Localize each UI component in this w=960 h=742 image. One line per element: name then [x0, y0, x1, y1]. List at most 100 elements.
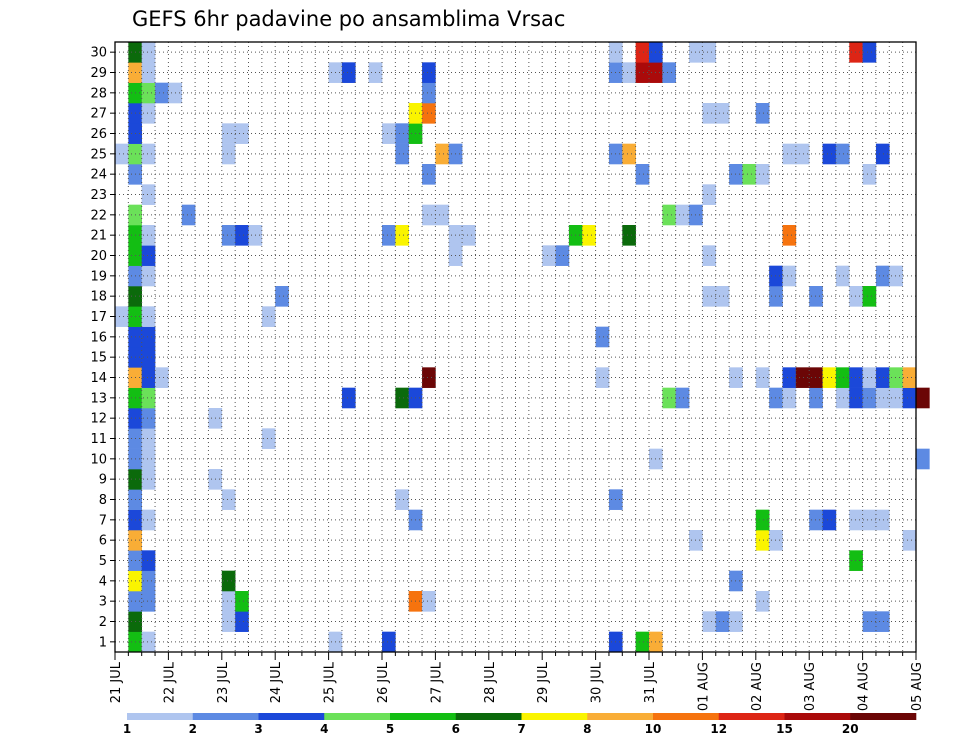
heatmap-cell: [782, 265, 797, 287]
heatmap-cell: [141, 387, 156, 409]
heatmap-cell: [835, 387, 850, 409]
heatmap-cell: [715, 103, 730, 124]
heatmap-cell: [862, 286, 877, 307]
heatmap-cell: [835, 143, 850, 165]
heatmap-cell: [395, 489, 409, 510]
heatmap-cell: [341, 62, 356, 83]
heatmap-cell: [141, 184, 156, 205]
heatmap-cell: [635, 42, 650, 63]
heatmap-cell: [782, 143, 797, 165]
heatmap-cell: [675, 387, 690, 409]
y-tick-label: 17: [90, 310, 107, 325]
heatmap-cell: [849, 286, 863, 307]
heatmap-cell: [462, 225, 476, 246]
heatmap-cell: [155, 82, 169, 104]
x-tick-label: 05 AUG: [910, 662, 925, 711]
plot-grid: [115, 42, 916, 652]
heatmap-cell: [795, 367, 810, 388]
x-tick-label: 22 JUL: [162, 661, 177, 703]
y-tick-label: 9: [99, 473, 107, 488]
heatmap-cell: [702, 103, 717, 124]
heatmap-cell: [275, 286, 289, 307]
y-tick-label: 13: [90, 391, 107, 406]
heatmap-cell: [141, 631, 156, 653]
heatmap-cell: [141, 347, 156, 368]
heatmap-cell: [115, 143, 129, 165]
heatmap-cell: [141, 225, 156, 246]
legend-color-swatch: [390, 713, 457, 720]
heatmap-cell: [875, 387, 890, 409]
heatmap-cell: [141, 591, 156, 612]
x-tick-label: 28 JUL: [483, 661, 498, 703]
heatmap-cell: [141, 42, 156, 63]
y-tick-label: 8: [99, 493, 107, 508]
heatmap-cell: [221, 225, 236, 246]
heatmap-cell: [835, 367, 850, 388]
heatmap-cell: [715, 611, 730, 632]
heatmap-cell: [595, 326, 610, 348]
y-tick-label: 11: [90, 432, 107, 447]
heatmap-cell: [916, 448, 930, 470]
heatmap-cell: [141, 408, 156, 429]
y-tick-label: 27: [90, 107, 107, 122]
legend-label: 1: [123, 722, 131, 736]
heatmap-cell: [809, 387, 823, 409]
heatmap-cell: [862, 509, 877, 531]
y-tick-label: 16: [90, 330, 107, 345]
x-tick-label: 04 AUG: [857, 662, 872, 711]
heatmap-cell: [422, 164, 436, 185]
x-tick-label: 25 JUL: [323, 661, 338, 703]
y-tick-label: 6: [99, 534, 107, 549]
legend-label: 2: [189, 722, 197, 736]
y-tick-label: 26: [90, 127, 107, 142]
heatmap-cell: [422, 367, 436, 388]
heatmap-cell: [822, 367, 837, 388]
heatmap-cell: [622, 143, 636, 165]
heatmap-cell: [141, 245, 156, 266]
heatmap-cell: [849, 367, 863, 388]
heatmap-cell: [916, 387, 930, 409]
heatmap-cell: [782, 387, 797, 409]
legend-color-swatch: [850, 713, 917, 720]
heatmap-cell: [115, 306, 129, 327]
heatmap-cell: [141, 509, 156, 531]
heatmap-cell: [809, 367, 823, 388]
heatmap-cell: [422, 62, 436, 83]
heatmap-cell: [742, 164, 757, 185]
heatmap-cell: [875, 509, 890, 531]
legend-color-swatch: [258, 713, 325, 720]
heatmap-cell: [875, 143, 890, 165]
heatmap-cell: [542, 245, 556, 266]
heatmap-cell: [141, 367, 156, 388]
heatmap-cell: [422, 82, 436, 104]
heatmap-cell: [141, 265, 156, 287]
heatmap-cell: [782, 225, 797, 246]
legend-label: 7: [517, 722, 525, 736]
heatmap-cell: [261, 428, 276, 449]
x-tick-label: 29 JUL: [536, 661, 551, 703]
x-tick-label: 02 AUG: [750, 662, 765, 711]
heatmap-cell: [595, 367, 610, 388]
legend-label: 6: [452, 722, 460, 736]
legend-color-swatch: [455, 713, 522, 720]
heatmap-cell: [835, 265, 850, 287]
heatmap-cell: [141, 143, 156, 165]
heatmap-cell: [141, 428, 156, 449]
y-tick-label: 21: [90, 229, 107, 244]
legend-color-swatch: [587, 713, 654, 720]
heatmap-cell: [809, 509, 823, 531]
heatmap-cell: [435, 143, 450, 165]
heatmap-cell: [141, 570, 156, 592]
heatmap-cell: [889, 265, 903, 287]
heatmap-cell: [755, 164, 770, 185]
heatmap-cell: [622, 225, 636, 246]
heatmap-cell: [622, 62, 636, 83]
heatmap-cell: [849, 42, 863, 63]
y-tick-label: 5: [99, 554, 107, 569]
heatmap-cell: [795, 143, 810, 165]
heatmap-cell: [862, 611, 877, 632]
y-tick-label: 1: [99, 635, 107, 650]
y-tick-label: 3: [99, 595, 107, 610]
x-tick-label: 01 AUG: [696, 662, 711, 711]
